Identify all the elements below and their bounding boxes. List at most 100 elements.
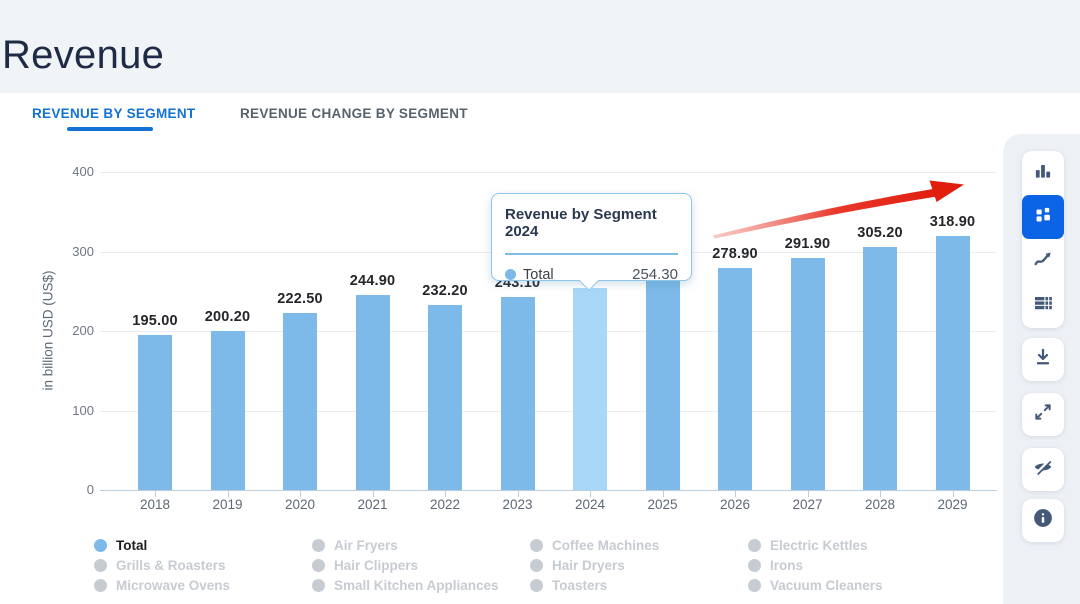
bar-value-label-2021: 244.90 <box>335 273 411 289</box>
legend-dot-icon <box>530 579 543 592</box>
bar-value-label-2022: 232.20 <box>407 283 483 299</box>
legend-item-toasters[interactable]: Toasters <box>530 575 748 595</box>
chart-tooltip: Revenue by Segment 2024 Total 254.30 <box>491 193 692 281</box>
x-axis-tick <box>228 491 229 497</box>
x-axis-label-2028: 2028 <box>842 497 918 512</box>
x-axis-tick <box>373 491 374 497</box>
legend-item-vacuum-cleaners[interactable]: Vacuum Cleaners <box>748 575 958 595</box>
bar-2027[interactable] <box>791 258 825 490</box>
active-tab-underline <box>67 127 153 131</box>
x-axis-label-2024: 2024 <box>552 497 628 512</box>
series-dot-icon <box>505 269 516 280</box>
bar-2021[interactable] <box>356 295 390 490</box>
legend-item-air-fryers[interactable]: Air Fryers <box>312 535 530 555</box>
legend-label: Irons <box>770 558 803 573</box>
x-axis-label-2020: 2020 <box>262 497 338 512</box>
x-axis-label-2023: 2023 <box>480 497 556 512</box>
legend-dot-icon <box>748 539 761 552</box>
x-axis-tick <box>590 491 591 497</box>
data-table-icon <box>1033 293 1053 318</box>
download-button[interactable] <box>1022 338 1064 381</box>
legend-label: Coffee Machines <box>552 538 659 553</box>
tooltip-series-label: Total <box>523 267 554 283</box>
x-axis-tick <box>518 491 519 497</box>
bar-2029[interactable] <box>936 236 970 490</box>
segmented-bar-chart-icon <box>1033 205 1053 230</box>
x-axis-tick <box>808 491 809 497</box>
info-icon <box>1033 508 1053 533</box>
legend-item-coffee-machines[interactable]: Coffee Machines <box>530 535 748 555</box>
bar-value-label-2020: 222.50 <box>262 291 338 307</box>
bar-value-label-2028: 305.20 <box>842 225 918 241</box>
fullscreen-button[interactable] <box>1022 393 1064 436</box>
legend-item-irons[interactable]: Irons <box>748 555 958 575</box>
tooltip-value: 254.30 <box>632 266 678 283</box>
bar-2024[interactable] <box>573 288 607 490</box>
y-axis-tick-label: 400 <box>36 164 94 179</box>
tab-revenue-change-by-segment[interactable]: REVENUE CHANGE BY SEGMENT <box>240 106 468 121</box>
bar-2026[interactable] <box>718 268 752 490</box>
legend-dot-icon <box>94 559 107 572</box>
bar-chart-button[interactable] <box>1022 151 1064 195</box>
x-axis-label-2029: 2029 <box>915 497 991 512</box>
legend-label: Hair Clippers <box>334 558 418 573</box>
bar-2022[interactable] <box>428 305 462 490</box>
hide-legend-icon <box>1033 457 1053 482</box>
x-axis-tick <box>445 491 446 497</box>
legend-item-microwave-ovens[interactable]: Microwave Ovens <box>94 575 312 595</box>
x-axis-label-2025: 2025 <box>625 497 701 512</box>
x-axis-label-2019: 2019 <box>190 497 266 512</box>
line-chart-icon <box>1033 249 1053 274</box>
info-button[interactable] <box>1022 499 1064 542</box>
bar-2019[interactable] <box>211 331 245 490</box>
y-axis-tick-label: 300 <box>36 244 94 259</box>
y-axis-tick-label: 0 <box>36 482 94 497</box>
bar-2023[interactable] <box>501 297 535 490</box>
legend-dot-icon <box>530 559 543 572</box>
page-title: Revenue <box>2 33 164 78</box>
x-axis-label-2027: 2027 <box>770 497 846 512</box>
legend-dot-icon <box>312 579 325 592</box>
x-axis-baseline <box>100 490 997 491</box>
legend-item-electric-kettles[interactable]: Electric Kettles <box>748 535 958 555</box>
legend-item-hair-dryers[interactable]: Hair Dryers <box>530 555 748 575</box>
bar-2020[interactable] <box>283 313 317 490</box>
legend-dot-icon <box>94 539 107 552</box>
tooltip-divider <box>505 253 678 255</box>
legend-dot-icon <box>94 579 107 592</box>
hide-legend-button[interactable] <box>1022 448 1064 491</box>
bar-2025[interactable] <box>646 278 680 490</box>
legend-label: Grills & Roasters <box>116 558 226 573</box>
fullscreen-icon <box>1033 402 1053 427</box>
legend-item-total[interactable]: Total <box>94 535 312 555</box>
chart-type-toolbar <box>1022 151 1064 328</box>
legend-label: Hair Dryers <box>552 558 625 573</box>
bar-value-label-2019: 200.20 <box>190 309 266 325</box>
x-axis-label-2022: 2022 <box>407 497 483 512</box>
tab-revenue-by-segment[interactable]: REVENUE BY SEGMENT <box>32 106 195 121</box>
bar-value-label-2029: 318.90 <box>915 214 991 230</box>
tooltip-title: Revenue by Segment 2024 <box>505 206 678 240</box>
line-chart-button[interactable] <box>1022 239 1064 283</box>
data-table-button[interactable] <box>1022 283 1064 327</box>
y-axis-tick-label: 100 <box>36 403 94 418</box>
bar-value-label-2027: 291.90 <box>770 236 846 252</box>
legend-item-small-kitchen-appliances[interactable]: Small Kitchen Appliances <box>312 575 530 595</box>
y-axis-tick-label: 200 <box>36 323 94 338</box>
legend-label: Toasters <box>552 578 607 593</box>
bar-2018[interactable] <box>138 335 172 490</box>
download-icon <box>1033 347 1053 372</box>
segmented-bar-chart-button[interactable] <box>1022 195 1064 239</box>
x-axis-label-2021: 2021 <box>335 497 411 512</box>
bar-value-label-2018: 195.00 <box>117 313 193 329</box>
legend-label: Microwave Ovens <box>116 578 230 593</box>
chart-legend: Total Air Fryers Coffee Machines Electric K… <box>94 535 974 595</box>
legend-item-hair-clippers[interactable]: Hair Clippers <box>312 555 530 575</box>
bar-2028[interactable] <box>863 247 897 490</box>
legend-dot-icon <box>748 559 761 572</box>
legend-item-grills-roasters[interactable]: Grills & Roasters <box>94 555 312 575</box>
legend-dot-icon <box>312 539 325 552</box>
x-axis-tick <box>663 491 664 497</box>
legend-label: Vacuum Cleaners <box>770 578 883 593</box>
legend-label: Total <box>116 538 147 553</box>
